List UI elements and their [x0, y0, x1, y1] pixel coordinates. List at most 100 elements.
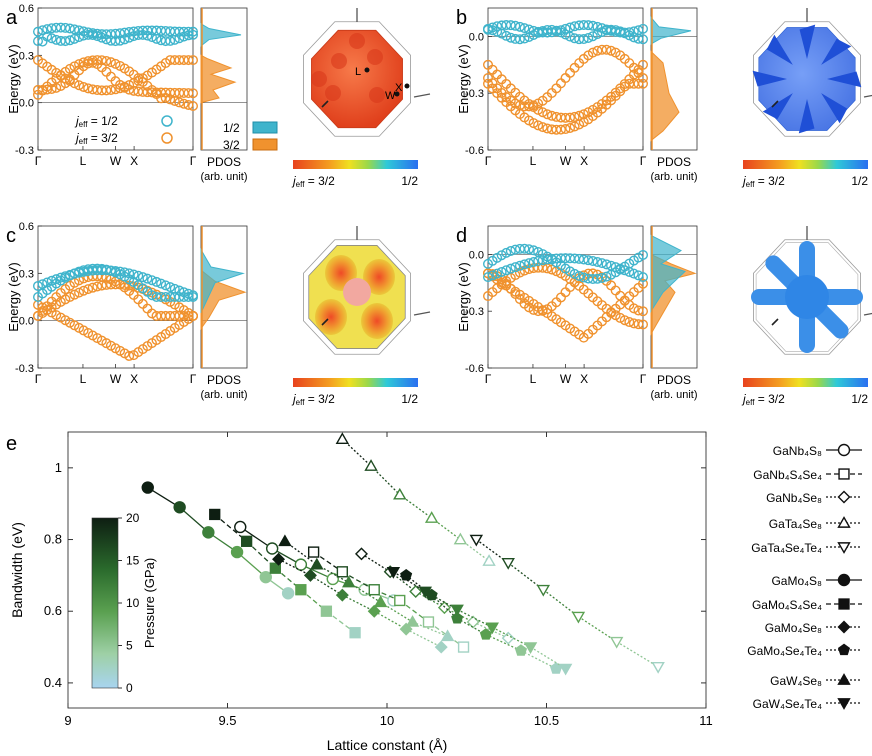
band-point-jeff12	[146, 275, 157, 286]
band-point-jeff12	[55, 272, 66, 283]
y-axis-label: Energy (eV)	[6, 262, 21, 331]
y-axis-label: Energy (eV)	[456, 44, 471, 113]
series-line	[616, 641, 659, 668]
series-line	[370, 465, 401, 496]
jeff-subscript: eff	[296, 180, 306, 189]
fermi-pocket	[367, 49, 383, 65]
data-point	[303, 568, 317, 582]
band-point-jeff12	[578, 34, 589, 45]
band-point-jeff32	[83, 83, 94, 94]
pdos-legend-half: 1/2	[223, 121, 240, 135]
colorbar	[743, 160, 868, 169]
band-point-jeff12	[33, 280, 44, 291]
band-point-jeff32	[124, 84, 135, 95]
band-point-jeff12	[46, 33, 57, 44]
band-point-jeff32	[165, 94, 176, 105]
data-point	[209, 508, 221, 521]
y-tick-label: -0.6	[465, 145, 484, 157]
y-tick-label: -0.6	[465, 363, 484, 375]
band-point-jeff32	[115, 83, 126, 94]
panel-letter: c	[6, 225, 16, 247]
legend-marker	[837, 516, 851, 528]
fermi-pocket	[349, 33, 365, 49]
jeff-symbol: j	[741, 174, 746, 188]
pdos-unit: (arb. unit)	[200, 171, 247, 183]
colorbar-left-label: jeff = 3/2	[291, 392, 335, 407]
pdos-label: PDOS	[207, 155, 241, 169]
x-tick-label: Γ	[485, 154, 492, 168]
band-point-jeff12	[505, 245, 516, 256]
fermi-pocket	[315, 299, 347, 335]
x-tick-label: W	[110, 154, 122, 168]
band-point-jeff12	[574, 270, 585, 281]
fermi-pocket	[369, 87, 385, 103]
band-point-jeff12	[119, 267, 130, 278]
x-tick-label: X	[130, 372, 138, 386]
data-point	[523, 642, 538, 654]
series-7	[272, 552, 448, 654]
data-point	[558, 663, 573, 676]
data-point	[482, 554, 496, 566]
axis-arrow	[863, 312, 872, 316]
y-tick-label: 0.6	[44, 603, 62, 618]
data-point	[536, 584, 551, 597]
hs-label: L	[355, 66, 361, 78]
x-tick-label: Γ	[35, 154, 42, 168]
y-tick-label: 1	[55, 460, 62, 475]
band-point-jeff32	[124, 350, 135, 361]
y-tick-label: 0.0	[469, 249, 484, 261]
data-point	[354, 547, 368, 561]
series-line	[147, 487, 180, 508]
panel-letter: e	[6, 433, 17, 455]
fermi-pocket	[361, 303, 393, 339]
data-point	[485, 622, 499, 635]
band-point-jeff12	[187, 290, 198, 301]
x-tick-label: L	[530, 372, 537, 386]
jeff-symbol: j	[291, 174, 296, 188]
data-point	[651, 661, 665, 674]
x-tick-label: Γ	[640, 372, 647, 386]
y-tick-label: -0.3	[15, 363, 34, 375]
jeff-value: = 3/2	[87, 131, 118, 145]
data-point	[469, 534, 484, 547]
brillouin-zone	[303, 239, 411, 355]
band-point-jeff32	[633, 319, 644, 330]
legend-jeff32: jeff = 3/2	[74, 131, 118, 146]
axis-arrow	[863, 94, 872, 98]
data-point	[335, 432, 350, 444]
colorbar-right-label: 1/2	[401, 392, 418, 406]
band-point-jeff32	[87, 282, 98, 293]
series-line	[239, 526, 273, 550]
band-point-jeff12	[510, 20, 521, 31]
band-point-jeff32	[555, 124, 566, 135]
series-line	[431, 594, 458, 619]
band-point-jeff12	[633, 270, 644, 281]
colorbar-right-label: 1/2	[851, 174, 868, 188]
band-point-jeff12	[596, 272, 607, 283]
series-3	[335, 432, 496, 566]
series-10	[386, 566, 573, 676]
pdos-jeff12-curve	[200, 247, 245, 313]
band-point-jeff12	[64, 23, 75, 34]
band-point-jeff12	[514, 21, 525, 32]
band-point-jeff32	[542, 109, 553, 120]
axis-arrow	[321, 318, 329, 326]
data-point	[434, 640, 448, 654]
fermi-spike	[821, 38, 852, 65]
band-point-jeff32	[637, 278, 648, 289]
band-point-jeff12	[169, 283, 180, 294]
series-9	[278, 534, 455, 642]
band-point-jeff32	[560, 287, 571, 298]
data-point	[409, 585, 423, 598]
band-point-jeff12	[587, 20, 598, 31]
jeff-value: = 3/2	[754, 174, 785, 188]
band-point-jeff12	[128, 269, 139, 280]
band-point-jeff32	[110, 58, 121, 69]
band-point-jeff12	[583, 255, 594, 266]
band-point-jeff12	[496, 266, 507, 277]
data-point	[307, 546, 320, 558]
x-tick-label: Γ	[190, 372, 197, 386]
band-point-jeff32	[183, 88, 194, 99]
data-point	[259, 570, 272, 584]
